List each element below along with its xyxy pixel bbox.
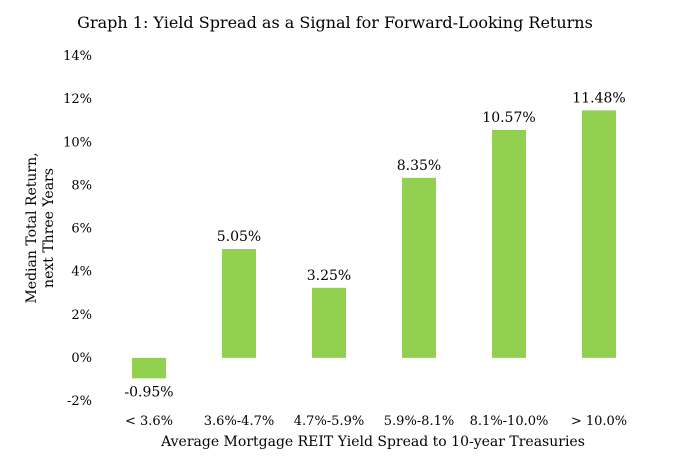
x-category-label: 5.9%-8.1% (384, 414, 454, 429)
bar (402, 177, 436, 358)
y-tick-label: 12% (63, 92, 92, 107)
chart-title: Graph 1: Yield Spread as a Signal for Fo… (77, 13, 593, 32)
y-axis-title: Median Total Return,next Three Years (24, 152, 57, 303)
data-label: 8.35% (397, 158, 441, 174)
x-category-label: 8.1%-10.0% (470, 414, 549, 429)
data-label: 3.25% (307, 268, 351, 284)
bar (312, 287, 346, 358)
y-tick-label: 4% (71, 265, 92, 280)
bar (582, 110, 616, 358)
y-tick-label: 2% (71, 308, 92, 323)
bar (222, 248, 256, 358)
data-label: -0.95% (124, 384, 173, 400)
bars (132, 110, 616, 379)
x-category-label: < 3.6% (125, 414, 173, 429)
data-label: 10.57% (482, 110, 535, 126)
bar (132, 357, 166, 379)
x-category-label: > 10.0% (571, 414, 627, 429)
data-label: 11.48% (572, 90, 625, 106)
y-tick-label: 6% (71, 222, 92, 237)
x-category-label: 3.6%-4.7% (204, 414, 274, 429)
y-tick-label: 14% (63, 49, 92, 64)
x-axis-title: Average Mortgage REIT Yield Spread to 10… (160, 434, 585, 450)
x-axis-categories: < 3.6% 3.6%-4.7% 4.7%-5.9% 5.9%-8.1% 8.1%-10… (125, 414, 627, 429)
y-tick-label: -2% (67, 394, 92, 409)
x-category-label: 4.7%-5.9% (294, 414, 364, 429)
data-labels: -0.95% 5.05% 3.25% 8.35% 10.57% 11.48% (124, 90, 625, 400)
bar (492, 129, 526, 358)
y-axis-ticks: -2% 0% 2% 4% 6% 8% 10% 12% 14% (63, 49, 92, 409)
y-axis-title-line: Median Total Return, (24, 152, 40, 303)
data-label: 5.05% (217, 229, 261, 245)
y-tick-label: 8% (71, 178, 92, 193)
y-axis-title-line: next Three Years (41, 168, 57, 288)
y-tick-label: 10% (63, 135, 92, 150)
y-tick-label: 0% (71, 351, 92, 366)
